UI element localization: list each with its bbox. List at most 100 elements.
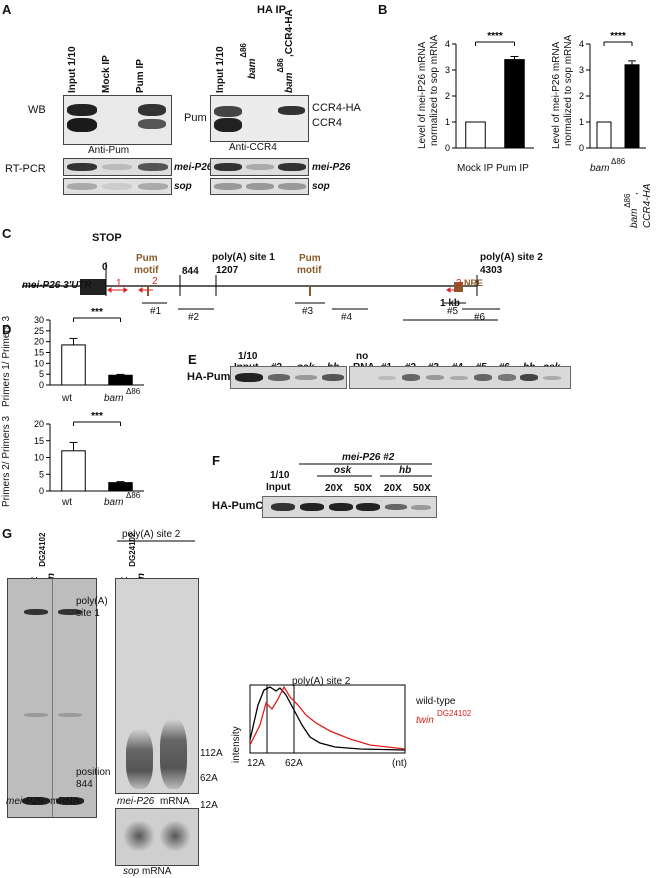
y-tick-label: 1	[445, 117, 450, 127]
anti-pum-label: Anti-Pum	[88, 145, 130, 156]
g-plot-title: poly(A) site 2	[292, 676, 351, 687]
g-mrna-label-2: mRNA	[160, 796, 190, 807]
pos-1207: 1207	[216, 265, 239, 276]
f-lane: Input	[266, 482, 291, 493]
f-blot	[262, 496, 437, 518]
ccr4-ha-label: CCR4-HA	[312, 102, 361, 114]
significance-label: ****	[610, 31, 626, 42]
mei-label: mei-P26	[174, 162, 213, 173]
y-tick-label: 15	[34, 348, 44, 358]
f-ha-pumc: HA-PumC	[212, 500, 264, 512]
frag-5: #5	[447, 306, 459, 317]
g-legend-twin-sup: DG24102	[437, 709, 472, 718]
b-cat-sup: Δ86	[611, 157, 626, 166]
y-tick-label: 15	[34, 436, 44, 446]
northern-blot-sop	[115, 808, 199, 866]
primer-3: 3	[456, 278, 462, 289]
e-ha-pumc: HA-PumC	[187, 371, 239, 383]
bar	[596, 121, 612, 149]
g-mrna-label: mRNA	[50, 796, 80, 807]
e-blot-right	[349, 366, 571, 389]
e-blot-left	[230, 366, 347, 389]
f-lane: osk	[334, 465, 352, 476]
g-legend-wt: wild-type	[416, 696, 456, 707]
polya-site-1: poly(A) site 1	[212, 252, 275, 263]
f-lane: 50X	[413, 483, 431, 494]
g-pos-a: position	[76, 767, 111, 778]
d-cat-wt: wt	[62, 393, 72, 404]
pum-motif-1b: motif	[134, 265, 159, 276]
y-tick-label: 0	[579, 143, 584, 153]
rtpcr-mei-gel-2	[210, 158, 309, 176]
nre-label: NRE	[464, 278, 484, 288]
f-lane: 20X	[325, 483, 343, 494]
rtpcr-sop-gel-2	[210, 178, 309, 195]
g-polya1-b: site 1	[76, 608, 100, 619]
g-marker-12: 12A	[200, 800, 218, 811]
y-tick-label: 4	[579, 39, 584, 49]
g-mei-label: mei-P26	[6, 796, 44, 807]
sop-label: sop	[312, 181, 330, 192]
wild-type-curve	[249, 686, 406, 751]
g-legend-twin: twin	[416, 715, 434, 726]
pos-4303: 4303	[480, 265, 503, 276]
frag-1: #1	[150, 306, 162, 317]
primer-2: 2	[152, 276, 158, 287]
pum-motif-2b: motif	[297, 265, 322, 276]
g-sop-label: sop	[123, 866, 140, 877]
g-plot-x12: 12A	[247, 758, 265, 769]
y-tick-label: 1	[579, 117, 584, 127]
y-tick-label: 30	[34, 315, 44, 325]
primer-1: 1	[116, 278, 122, 289]
rtpcr-label: RT-PCR	[5, 163, 46, 175]
frag-6: #6	[474, 312, 486, 323]
d-cat-sup: Δ86	[126, 491, 141, 500]
frag-3: #3	[302, 306, 314, 317]
y-tick-label: 25	[34, 326, 44, 336]
panel-c-label: C	[2, 226, 12, 241]
y-tick-label: 20	[34, 337, 44, 347]
ha-ip-header: HA IP	[257, 4, 286, 16]
g-polya2-header: poly(A) site 2	[122, 529, 181, 540]
d-cat-wt: wt	[62, 497, 72, 508]
mei-label: mei-P26	[312, 162, 351, 173]
y-tick-label: 2	[445, 91, 450, 101]
y-tick-label: 3	[579, 65, 584, 75]
utr-label: mei-P26 3'UTR	[22, 280, 92, 291]
frag-4: #4	[341, 312, 353, 323]
polya-site-2: poly(A) site 2	[480, 252, 543, 263]
y-tick-label: 5	[39, 469, 44, 479]
panel-d-label: D	[2, 322, 12, 337]
y-tick-label: 10	[34, 453, 44, 463]
wb-label: WB	[28, 104, 46, 116]
g-plot-x62: 62A	[285, 758, 303, 769]
ccr4-label: CCR4	[312, 117, 342, 129]
pum-label: Pum	[184, 112, 207, 124]
western-blot-ccr4	[210, 95, 309, 142]
d-cat-bam: bam	[104, 497, 124, 508]
pos-0: 0	[102, 262, 108, 273]
y-tick-label: 4	[445, 39, 450, 49]
g-polya1-a: poly(A)	[76, 596, 108, 607]
b-cat-label: Mock IP	[457, 163, 494, 174]
significance-label: ***	[91, 307, 103, 318]
panel-e-label: E	[188, 352, 197, 367]
pum-motif-1a: Pum	[136, 253, 158, 264]
g-pos-b: 844	[76, 779, 93, 790]
y-tick-label: 2	[579, 91, 584, 101]
pum-motif-2a: Pum	[299, 253, 321, 264]
frag-2: #2	[188, 312, 200, 323]
g-plot-ylabel: intensity	[231, 726, 242, 763]
y-tick-label: 10	[34, 358, 44, 368]
g-plot-nt: (nt)	[392, 758, 407, 769]
significance-label: ****	[487, 31, 503, 42]
g-marker-62: 62A	[200, 773, 218, 784]
rtpcr-sop-gel	[63, 178, 172, 195]
y-tick-label: 0	[39, 380, 44, 390]
f-lane: 20X	[384, 483, 402, 494]
b-cat-label: bam	[590, 163, 610, 174]
